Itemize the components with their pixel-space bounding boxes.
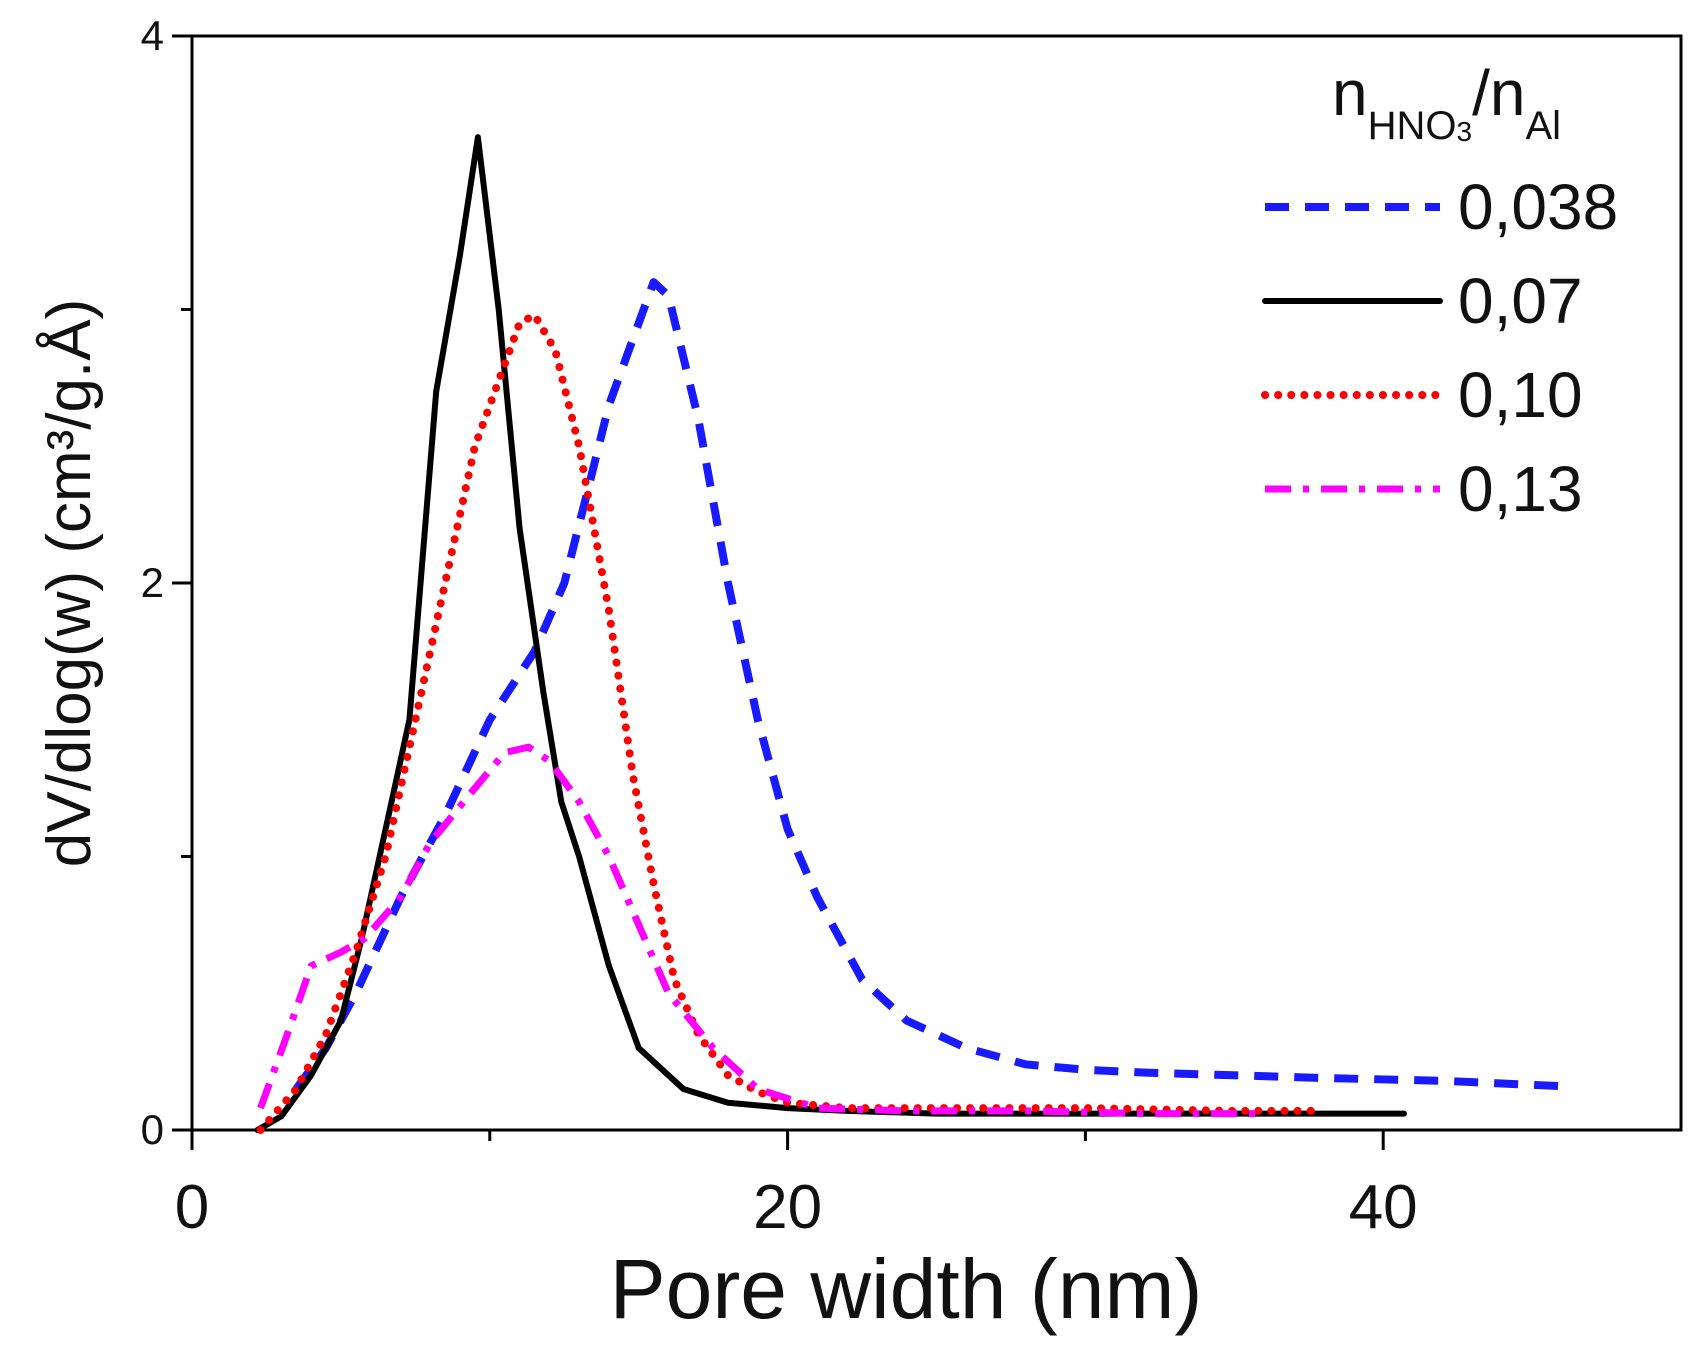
y-tick-label: 0: [141, 1106, 164, 1153]
legend-title: nHNO3/nAl: [1332, 57, 1561, 148]
series-line-1: [292, 278, 1563, 1092]
legend-title-sub-hno: HNO: [1368, 104, 1457, 148]
series-line-4: [257, 743, 1265, 1118]
legend-title-sub-3: 3: [1456, 116, 1472, 147]
legend-title-slash: /n: [1472, 57, 1525, 129]
x-axis-label: Pore width (nm): [610, 1242, 1203, 1336]
y-axis-label: dV/dlog(w) (cm³/g.Å): [35, 299, 104, 867]
x-tick-label: 0: [175, 1173, 209, 1242]
legend-label-4: 0,13: [1458, 453, 1583, 525]
legend-entries: 0,038 0,07 0,10 0,13: [1261, 171, 1618, 525]
series-layer: [254, 134, 1563, 1134]
y-tick-label: 2: [141, 559, 164, 606]
axis-tick-labels: 0 20 40 0 2 4: [141, 12, 1418, 1242]
legend-label-1: 0,038: [1458, 171, 1618, 243]
legend-title-sub-al: Al: [1525, 104, 1561, 148]
legend-label-2: 0,07: [1458, 265, 1583, 337]
legend: nHNO3/nAl 0,038 0,07 0,10 0,13: [1261, 57, 1618, 525]
axis-ticks: [172, 34, 1385, 1150]
x-tick-label: 20: [753, 1173, 822, 1242]
legend-label-3: 0,10: [1458, 359, 1583, 431]
y-tick-label: 4: [141, 12, 164, 59]
legend-title-n: n: [1332, 57, 1368, 129]
x-tick-label: 40: [1349, 1173, 1418, 1242]
